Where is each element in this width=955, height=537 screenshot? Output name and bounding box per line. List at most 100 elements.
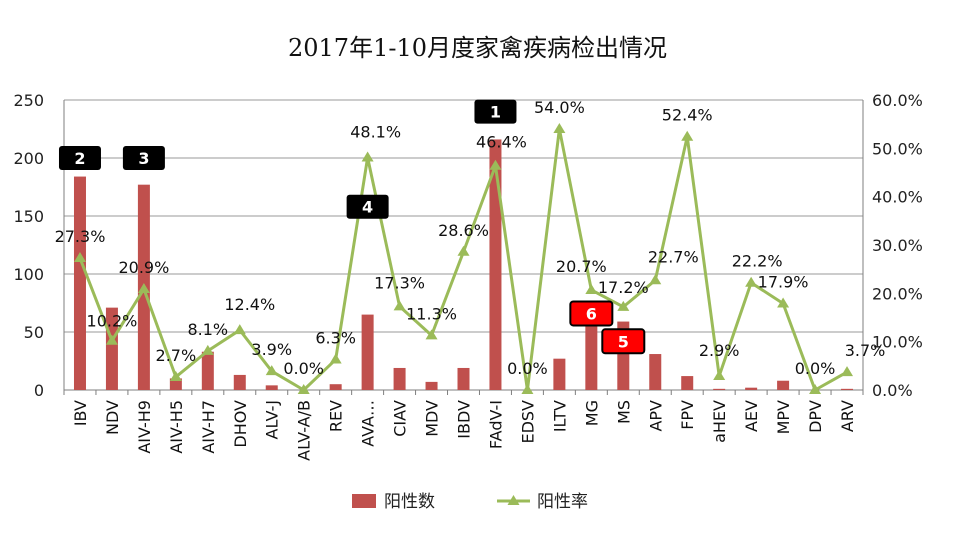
rate-marker	[777, 297, 790, 308]
annotation-number: 5	[618, 332, 629, 351]
rate-marker	[809, 384, 822, 394]
bar	[425, 381, 438, 390]
bar	[745, 387, 758, 390]
annotation-badge	[346, 194, 389, 219]
y-right-tick-label: 10.0%	[872, 333, 923, 352]
x-category-label: AEV	[742, 400, 761, 432]
x-category-label: REV	[327, 400, 346, 432]
x-category-label: AIV-H7	[199, 400, 218, 454]
y-right-tick-label: 30.0%	[872, 236, 923, 255]
y-right-tick-label: 50.0%	[872, 139, 923, 158]
bar	[681, 376, 694, 390]
x-category-label: ALV-A/B	[295, 400, 314, 461]
bar	[457, 367, 470, 390]
annotation-number: 4	[362, 198, 373, 217]
x-category-label: MG	[582, 400, 601, 426]
rate-marker	[169, 370, 182, 381]
y-right-tick-label: 60.0%	[872, 91, 923, 110]
rate-marker	[105, 334, 118, 345]
rate-marker	[585, 283, 598, 294]
y-right-tick-label: 0.0%	[872, 381, 913, 400]
rate-marker	[361, 151, 374, 162]
annotations: 1 2 3 4 6 5	[58, 99, 646, 355]
legend-label-line: 阳性率	[537, 492, 588, 512]
bar	[649, 354, 662, 390]
annotation-badge	[474, 99, 517, 124]
rate-label: 2.7%	[156, 346, 197, 365]
bar	[265, 385, 278, 390]
rate-label: 11.3%	[406, 304, 457, 323]
rate-label: 0.0%	[283, 359, 324, 378]
rate-label: 17.2%	[598, 278, 649, 297]
bar-series	[73, 139, 854, 390]
x-category-label: IBDV	[455, 400, 474, 439]
rate-marker	[329, 353, 342, 364]
y-left-tick-label: 50	[24, 323, 44, 342]
x-category-label: NDV	[103, 400, 122, 435]
bar	[361, 314, 374, 390]
x-category-label: EDSV	[518, 400, 537, 444]
bar	[73, 176, 86, 390]
rate-label: 28.6%	[438, 221, 489, 240]
x-category-label: CIAV	[391, 400, 410, 437]
legend-swatch-bar	[352, 494, 376, 508]
bar	[329, 384, 342, 390]
y-right-tick-label: 20.0%	[872, 284, 923, 303]
rate-marker	[553, 123, 566, 133]
annotation-number: 2	[74, 149, 85, 168]
legend: 阳性数 阳性率	[352, 492, 588, 512]
x-category-label: MPV	[774, 400, 793, 434]
rate-marker	[201, 344, 214, 355]
y-left-tick-label: 200	[13, 149, 44, 168]
annotation-number: 1	[490, 103, 501, 122]
axes: 0501001502002500.0%10.0%20.0%30.0%40.0%5…	[13, 91, 922, 400]
rate-label: 0.0%	[795, 359, 836, 378]
rate-label: 20.7%	[556, 257, 607, 276]
rate-marker	[617, 300, 630, 311]
y-left-tick-label: 250	[13, 91, 44, 110]
rate-label: 12.4%	[224, 295, 275, 314]
line-series	[73, 123, 854, 394]
rate-label: 3.7%	[845, 341, 886, 360]
rate-marker	[137, 282, 150, 293]
rate-label: 17.3%	[374, 273, 425, 292]
bar	[105, 307, 118, 390]
chart-title: 2017年1-10月度家禽疾病检出情况	[288, 34, 667, 62]
rate-label: 22.7%	[648, 247, 699, 266]
rate-marker	[841, 366, 854, 377]
rate-label: 8.1%	[187, 320, 228, 339]
x-category-label: DPV	[806, 400, 825, 433]
bar	[553, 358, 566, 390]
legend-label-bar: 阳性数	[384, 492, 435, 512]
rate-label: 52.4%	[662, 106, 713, 125]
x-category-label: APV	[646, 400, 665, 432]
legend-marker	[507, 495, 520, 505]
x-category-label: aHEV	[710, 400, 729, 443]
rate-marker	[681, 130, 694, 141]
rate-label: 3.9%	[251, 340, 292, 359]
rate-label: 48.1%	[350, 123, 401, 142]
bar	[713, 388, 726, 390]
rate-label: 54.0%	[534, 98, 585, 117]
x-category-label: FPV	[678, 400, 697, 430]
x-category-label: FAdV-Ⅰ	[486, 400, 505, 449]
x-category-label: ILTV	[550, 400, 569, 432]
x-category-label: ALV-J	[263, 400, 282, 440]
rate-label: 27.3%	[55, 227, 106, 246]
rate-marker	[393, 300, 406, 311]
category-labels: IBV NDV AIV-H9 AIV-H5 AIV-H7 DHOV ALV-J ALV-A/B…	[71, 400, 857, 461]
rate-label: 6.3%	[315, 329, 356, 348]
rate-label: 17.9%	[758, 272, 809, 291]
y-left-tick-label: 150	[13, 207, 44, 226]
rate-marker	[713, 369, 726, 380]
annotation-number: 6	[586, 304, 597, 323]
annotation-badge	[58, 146, 101, 170]
y-left-tick-label: 100	[13, 265, 44, 284]
data-labels: 27.3%10.2%20.9%2.7%8.1%12.4%3.9%0.0%6.3%…	[55, 98, 886, 378]
bar	[585, 326, 598, 390]
annotation-badge	[601, 328, 646, 355]
rate-marker	[265, 365, 278, 376]
x-category-label: IBV	[71, 400, 90, 426]
rate-label: 20.9%	[118, 258, 169, 277]
